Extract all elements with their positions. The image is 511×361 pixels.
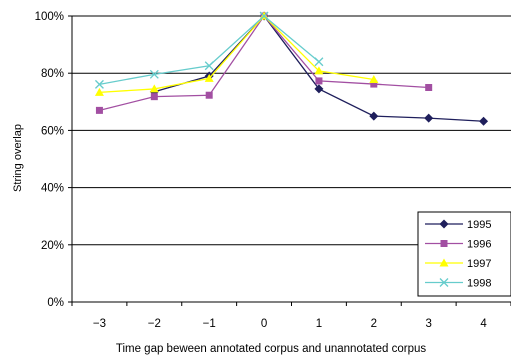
x-tick-label: −1 xyxy=(203,318,216,330)
x-marker-stroke xyxy=(94,79,104,89)
data-point-1996 xyxy=(95,106,103,114)
y-tick-label: 80% xyxy=(41,68,64,80)
series-group xyxy=(94,11,489,126)
grid-lines xyxy=(72,15,511,303)
data-point-1997 xyxy=(149,84,159,93)
series-line-1997 xyxy=(99,15,374,94)
data-point-1996 xyxy=(315,77,323,85)
series-1998 xyxy=(94,11,324,89)
y-tick-label: 20% xyxy=(41,240,64,252)
x-marker-stroke xyxy=(439,278,449,287)
x-axis-ticks: −3 −2 −1 0 1 2 3 4 xyxy=(71,302,511,330)
data-point-1997 xyxy=(94,87,104,96)
data-point-1995 xyxy=(479,116,489,126)
x-marker-stroke xyxy=(314,57,324,67)
legend-marker-1998 xyxy=(439,278,449,287)
series-line-1996 xyxy=(99,14,429,112)
legend-label-1998: 1998 xyxy=(467,278,491,290)
data-point-1998 xyxy=(314,57,324,67)
series-1996 xyxy=(95,12,433,114)
x-tick-label: 3 xyxy=(425,318,431,330)
x-marker-stroke xyxy=(204,61,214,71)
x-marker-stroke xyxy=(259,11,269,21)
legend-marker-1996 xyxy=(440,240,448,247)
data-point-1997 xyxy=(314,66,324,75)
y-axis-ticks: 0% 20% 40% 60% 80% 100% xyxy=(35,11,72,309)
data-point-1996 xyxy=(150,93,158,101)
legend-label-1996: 1996 xyxy=(467,239,491,251)
data-point-1995 xyxy=(424,113,434,123)
data-point-1998 xyxy=(149,69,159,79)
y-tick-label: 60% xyxy=(41,125,64,137)
legend-label-1997: 1997 xyxy=(467,258,491,270)
x-tick-label: −2 xyxy=(148,318,161,330)
data-point-1997 xyxy=(204,73,214,82)
series-1997 xyxy=(94,11,379,96)
legend-label-1995: 1995 xyxy=(467,219,491,231)
y-axis-label: String overlap xyxy=(12,124,24,192)
data-point-1998 xyxy=(94,79,104,89)
data-point-1997 xyxy=(369,74,379,83)
x-tick-label: 2 xyxy=(371,318,377,330)
y-tick-label: 40% xyxy=(41,183,64,195)
data-point-1996 xyxy=(370,80,378,88)
data-point-1995 xyxy=(314,84,324,94)
data-point-1998 xyxy=(259,11,269,21)
x-tick-label: −3 xyxy=(93,318,106,330)
data-point-1998 xyxy=(204,61,214,71)
data-point-1996 xyxy=(425,84,433,91)
data-point-1996 xyxy=(205,91,213,99)
x-tick-label: 0 xyxy=(261,318,267,330)
x-tick-label: 4 xyxy=(480,318,487,330)
legend-marker-1995 xyxy=(439,219,449,229)
x-tick-label: 1 xyxy=(316,318,322,330)
y-tick-label: 0% xyxy=(47,297,64,309)
data-point-1995 xyxy=(369,111,379,121)
x-axis-label: Time gap beween annotated corpus and una… xyxy=(116,343,427,355)
legend-marker-1997 xyxy=(439,258,449,267)
legend: 1995 1996 1997 1998 xyxy=(417,211,511,297)
x-marker-stroke xyxy=(149,69,159,79)
y-tick-label: 100% xyxy=(35,11,64,23)
